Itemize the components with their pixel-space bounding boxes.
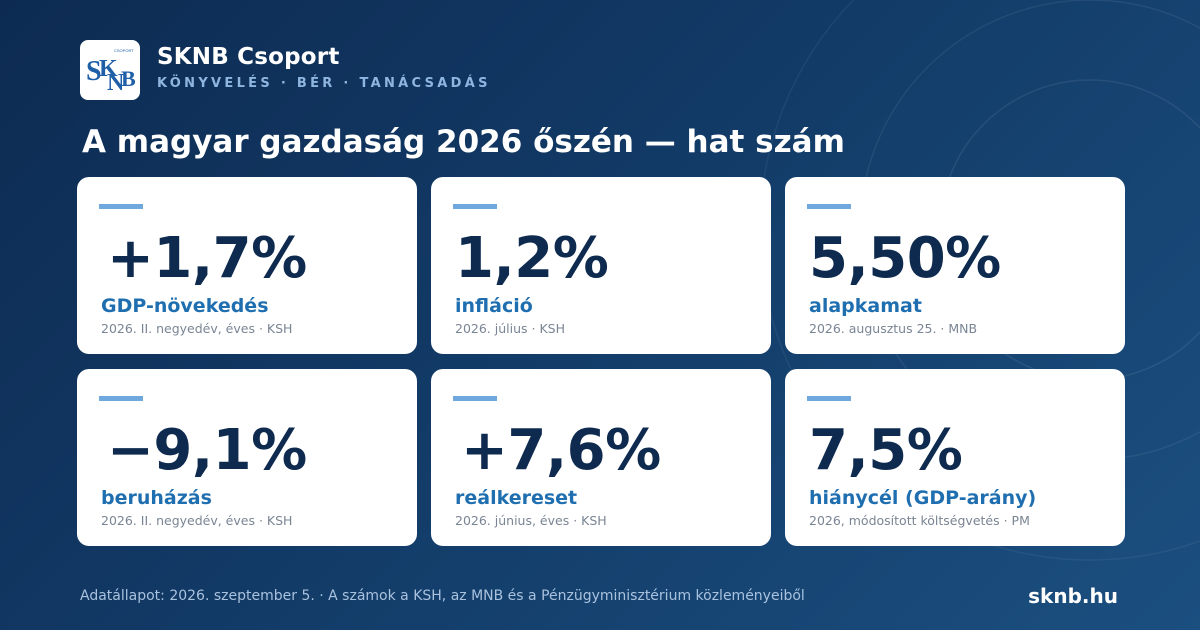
stat-value: +1,7%	[107, 226, 307, 291]
stat-source: 2026. július · KSH	[455, 321, 565, 336]
company-logo: S K N B CSOPORT	[80, 40, 140, 100]
stat-label: alapkamat	[809, 295, 922, 317]
stat-card-deficit-target: 7,5% hiánycél (GDP-arány) 2026, módosíto…	[785, 369, 1125, 546]
page-title: A magyar gazdaság 2026 őszén — hat szám	[82, 124, 845, 160]
stat-value: 5,50%	[809, 226, 1001, 291]
stat-source: 2026. augusztus 25. · MNB	[809, 321, 978, 336]
card-accent-bar	[453, 396, 497, 401]
stat-card-base-rate: 5,50% alapkamat 2026. augusztus 25. · MN…	[785, 177, 1125, 354]
stat-source: 2026. június, éves · KSH	[455, 513, 607, 528]
stat-value: +7,6%	[461, 418, 661, 483]
data-status-note: Adatállapot: 2026. szeptember 5. · A szá…	[80, 588, 805, 604]
stat-label: infláció	[455, 295, 533, 317]
website-link[interactable]: sknb.hu	[1028, 584, 1118, 608]
stat-source: 2026. II. negyedév, éves · KSH	[101, 321, 293, 336]
stat-label: beruházás	[101, 487, 212, 509]
card-accent-bar	[99, 204, 143, 209]
stat-value: 1,2%	[455, 226, 609, 291]
stat-label: hiánycél (GDP-arány)	[809, 487, 1037, 509]
brand-name: SKNB Csoport	[157, 44, 340, 70]
card-accent-bar	[453, 204, 497, 209]
stat-card-gdp: +1,7% GDP-növekedés 2026. II. negyedév, …	[77, 177, 417, 354]
svg-text:S: S	[86, 56, 102, 87]
svg-text:N: N	[107, 70, 125, 96]
stat-source: 2026. II. negyedév, éves · KSH	[101, 513, 293, 528]
stat-label: reálkereset	[455, 487, 578, 509]
card-accent-bar	[99, 396, 143, 401]
card-accent-bar	[807, 396, 851, 401]
svg-text:B: B	[121, 66, 136, 91]
stat-label: GDP-növekedés	[101, 295, 269, 317]
stat-card-real-wages: +7,6% reálkereset 2026. június, éves · K…	[431, 369, 771, 546]
svg-text:CSOPORT: CSOPORT	[114, 48, 134, 53]
stat-source: 2026, módosított költségvetés · PM	[809, 513, 1030, 528]
stat-value: −9,1%	[107, 418, 307, 483]
svg-text:K: K	[99, 56, 118, 82]
brand-tagline: KÖNYVELÉS · BÉR · TANÁCSADÁS	[157, 76, 491, 91]
stat-value: 7,5%	[809, 418, 963, 483]
card-accent-bar	[807, 204, 851, 209]
stat-card-inflation: 1,2% infláció 2026. július · KSH	[431, 177, 771, 354]
stat-card-investment: −9,1% beruházás 2026. II. negyedév, éves…	[77, 369, 417, 546]
